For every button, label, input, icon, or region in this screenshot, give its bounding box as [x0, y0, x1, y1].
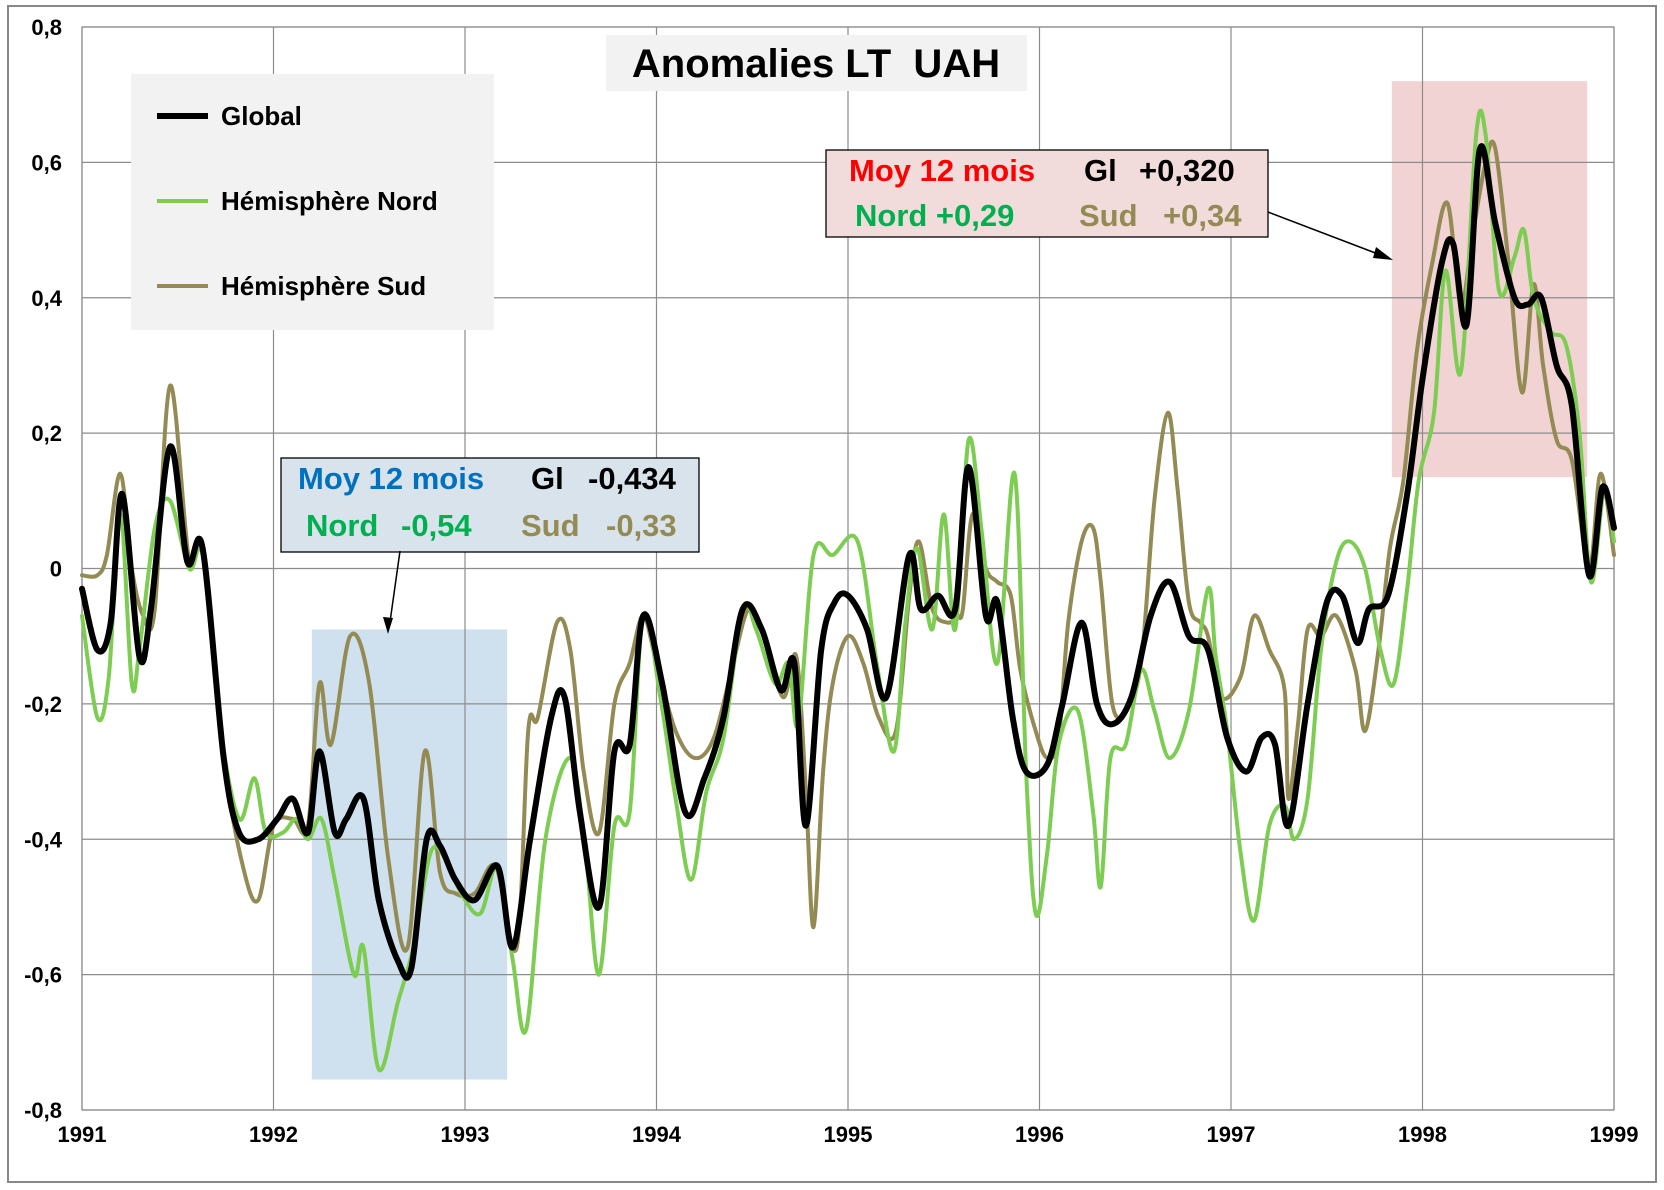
y-tick-label: 0: [50, 557, 62, 582]
annotation-text: Nord +0,29: [855, 198, 1014, 233]
legend-label: Hémisphère Sud: [221, 271, 426, 301]
y-tick-label: 0,4: [31, 286, 62, 311]
y-tick-label: 0,6: [31, 150, 62, 175]
annotation-text: Sud: [1079, 198, 1138, 233]
annotation-arrowhead-1998: [1373, 247, 1393, 260]
annotation-text: Gl: [531, 461, 564, 496]
series-line-global: [79, 143, 1617, 981]
chart-title: Anomalies LT UAH: [606, 35, 1027, 91]
annotation-box-background: [825, 149, 1269, 238]
annotation-text: Gl: [1084, 153, 1117, 188]
chart-title-background: [606, 35, 1027, 91]
chart-title-text: Anomalies LT UAH: [632, 42, 1000, 86]
x-tick-label: 1998: [1398, 1122, 1447, 1147]
annotation-arrows: [383, 211, 1393, 634]
legend: Global Hémisphère Nord Hémisphère Sud: [131, 74, 494, 330]
annotation-box-2: Moy 12 mois Gl +0,320 Nord +0,29 Sud +0,34: [825, 149, 1269, 238]
x-tick-label: 1993: [441, 1122, 490, 1147]
highlight-region-2: [1391, 81, 1588, 478]
annotation-arrowhead-1993: [383, 617, 393, 634]
x-tick-label: 1991: [58, 1122, 107, 1147]
y-tick-label: -0,4: [24, 827, 63, 852]
annotation-text: -0,54: [401, 508, 472, 543]
annotation-box-1: Moy 12 mois Gl -0,434 Nord -0,54 Sud -0,33: [280, 457, 700, 553]
annotation-arrow-1998: [1267, 211, 1379, 255]
y-tick-label: -0,8: [24, 1098, 62, 1123]
legend-label: Global: [221, 101, 302, 131]
y-tick-label: 0,2: [31, 421, 62, 446]
x-tick-label: 1992: [249, 1122, 298, 1147]
annotation-text: -0,434: [588, 461, 677, 496]
annotation-arrow-1993: [389, 550, 401, 623]
annotation-text: Nord: [306, 508, 378, 543]
legend-label: Hémisphère Nord: [221, 186, 438, 216]
y-tick-label: 0,8: [31, 15, 62, 40]
y-tick-label: -0,6: [24, 963, 62, 988]
x-tick-label: 1995: [824, 1122, 873, 1147]
x-tick-label: 1999: [1590, 1122, 1639, 1147]
x-tick-label: 1997: [1207, 1122, 1256, 1147]
series-layer: [79, 108, 1617, 1073]
annotation-box-background: [280, 457, 700, 553]
annotation-text: +0,34: [1163, 198, 1242, 233]
x-tick-label: 1994: [632, 1122, 682, 1147]
y-tick-label: -0,2: [24, 692, 62, 717]
annotation-text: +0,320: [1139, 153, 1235, 188]
annotation-text: Moy 12 mois: [849, 153, 1035, 188]
x-tick-label: 1996: [1015, 1122, 1064, 1147]
annotation-text: -0,33: [606, 508, 677, 543]
annotation-text: Sud: [521, 508, 580, 543]
annotation-text: Moy 12 mois: [298, 461, 484, 496]
